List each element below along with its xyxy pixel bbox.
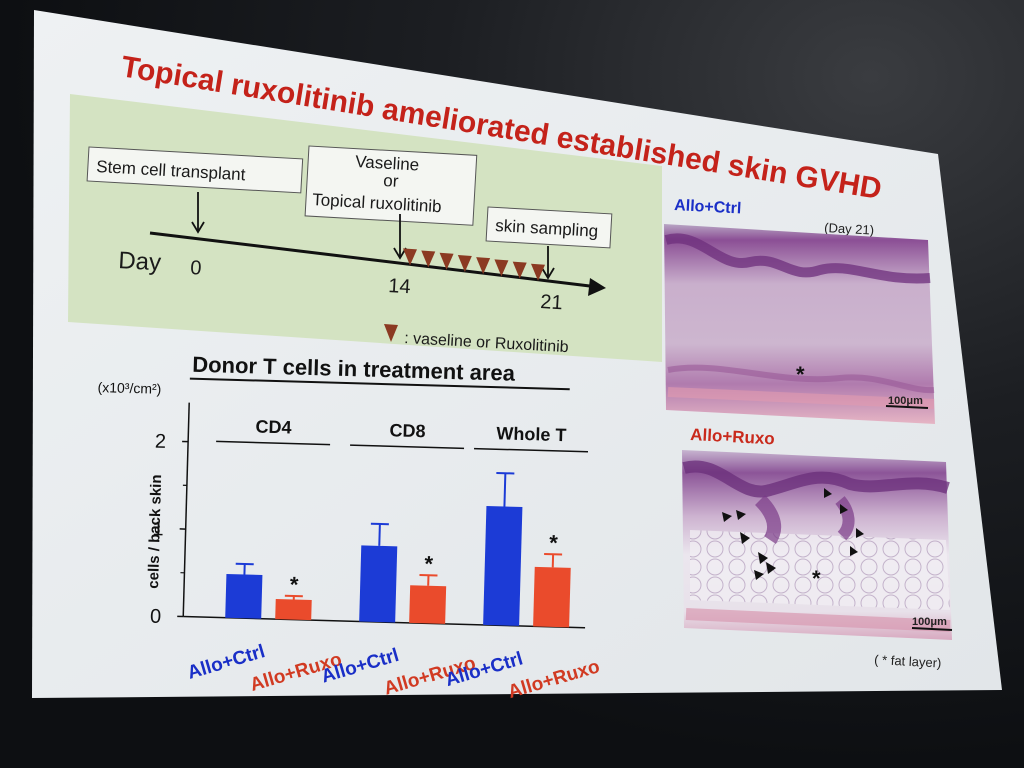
y-tick-label: 1	[152, 518, 164, 540]
significance-marker: *	[424, 551, 434, 576]
treatment-mark	[439, 252, 454, 270]
significance-marker: *	[290, 572, 300, 597]
category-underline	[350, 444, 465, 450]
legend-triangle-icon	[384, 324, 398, 342]
timeline: Stem cell transplant Vaseline or Topical…	[86, 145, 613, 356]
error-cap	[496, 471, 515, 475]
error-bar	[503, 473, 507, 507]
error-cap	[284, 594, 303, 598]
scale-bar-ctrl: 100μm	[888, 395, 923, 407]
arrow-transplant	[191, 192, 205, 234]
y-tick-label: 2	[155, 431, 167, 453]
y-tick-label: 0	[150, 606, 162, 628]
arrow-sampling	[541, 246, 555, 280]
day-tick-0: 0	[190, 257, 202, 280]
treatment-mark	[457, 254, 472, 272]
dermis-marker: *	[796, 362, 805, 387]
day-tick-14: 14	[388, 275, 411, 298]
event-box-transplant	[86, 146, 304, 194]
histology-panel-ruxo: Allo+Ruxo * 100μm ( * fat layer)	[682, 425, 953, 671]
error-cap	[544, 552, 563, 556]
treatment-mark	[512, 261, 527, 279]
y-axis-title: cells / back skin	[145, 474, 165, 589]
fat-layer-marker: *	[812, 566, 821, 591]
category-underline	[474, 447, 589, 453]
bar	[359, 545, 398, 623]
category-label: Whole T	[496, 423, 567, 445]
bar	[483, 505, 523, 626]
event-box-sampling	[485, 206, 613, 249]
day-tick-21: 21	[540, 291, 563, 314]
error-cap	[419, 573, 438, 577]
treatment-mark	[421, 250, 436, 268]
bar	[275, 598, 312, 621]
y-axis	[182, 402, 190, 617]
error-bar	[378, 523, 381, 546]
event-label-treatment-1: Vaseline	[355, 152, 420, 175]
arrow-treatment	[393, 214, 407, 260]
panel-label-ruxo: Allo+Ruxo	[690, 425, 775, 448]
category-label: CD4	[255, 416, 292, 437]
chart-title-underline	[189, 377, 570, 391]
day-label: Day	[118, 247, 162, 276]
treatment-mark	[494, 259, 509, 277]
bar	[533, 566, 571, 628]
scale-bar-ruxo: 100μm	[912, 616, 947, 628]
bar	[225, 573, 263, 619]
histology-panel-ctrl: Allo+Ctrl (Day 21) * 100μm	[664, 197, 935, 424]
error-cap	[370, 522, 389, 526]
treatment-marks	[403, 248, 545, 281]
category-underline	[216, 440, 331, 446]
significance-marker: *	[549, 530, 559, 555]
treatment-mark	[531, 263, 545, 281]
error-cap	[235, 562, 254, 566]
day-note: (Day 21)	[824, 220, 875, 238]
timeline-arrowhead	[588, 278, 606, 296]
chart-unit: (x10³/cm²)	[97, 379, 161, 397]
panel-label-ctrl: Allo+Ctrl	[674, 197, 742, 217]
category-label: CD8	[389, 420, 426, 441]
treatment-mark	[476, 257, 491, 275]
event-label-treatment-2: or	[383, 171, 399, 191]
timeline-axis	[149, 231, 599, 289]
arrowhead-annotations	[722, 488, 864, 580]
histology-footnote: ( * fat layer)	[874, 652, 942, 670]
treatment-mark	[403, 248, 417, 266]
event-box-treatment	[304, 145, 478, 226]
bar	[409, 585, 447, 624]
